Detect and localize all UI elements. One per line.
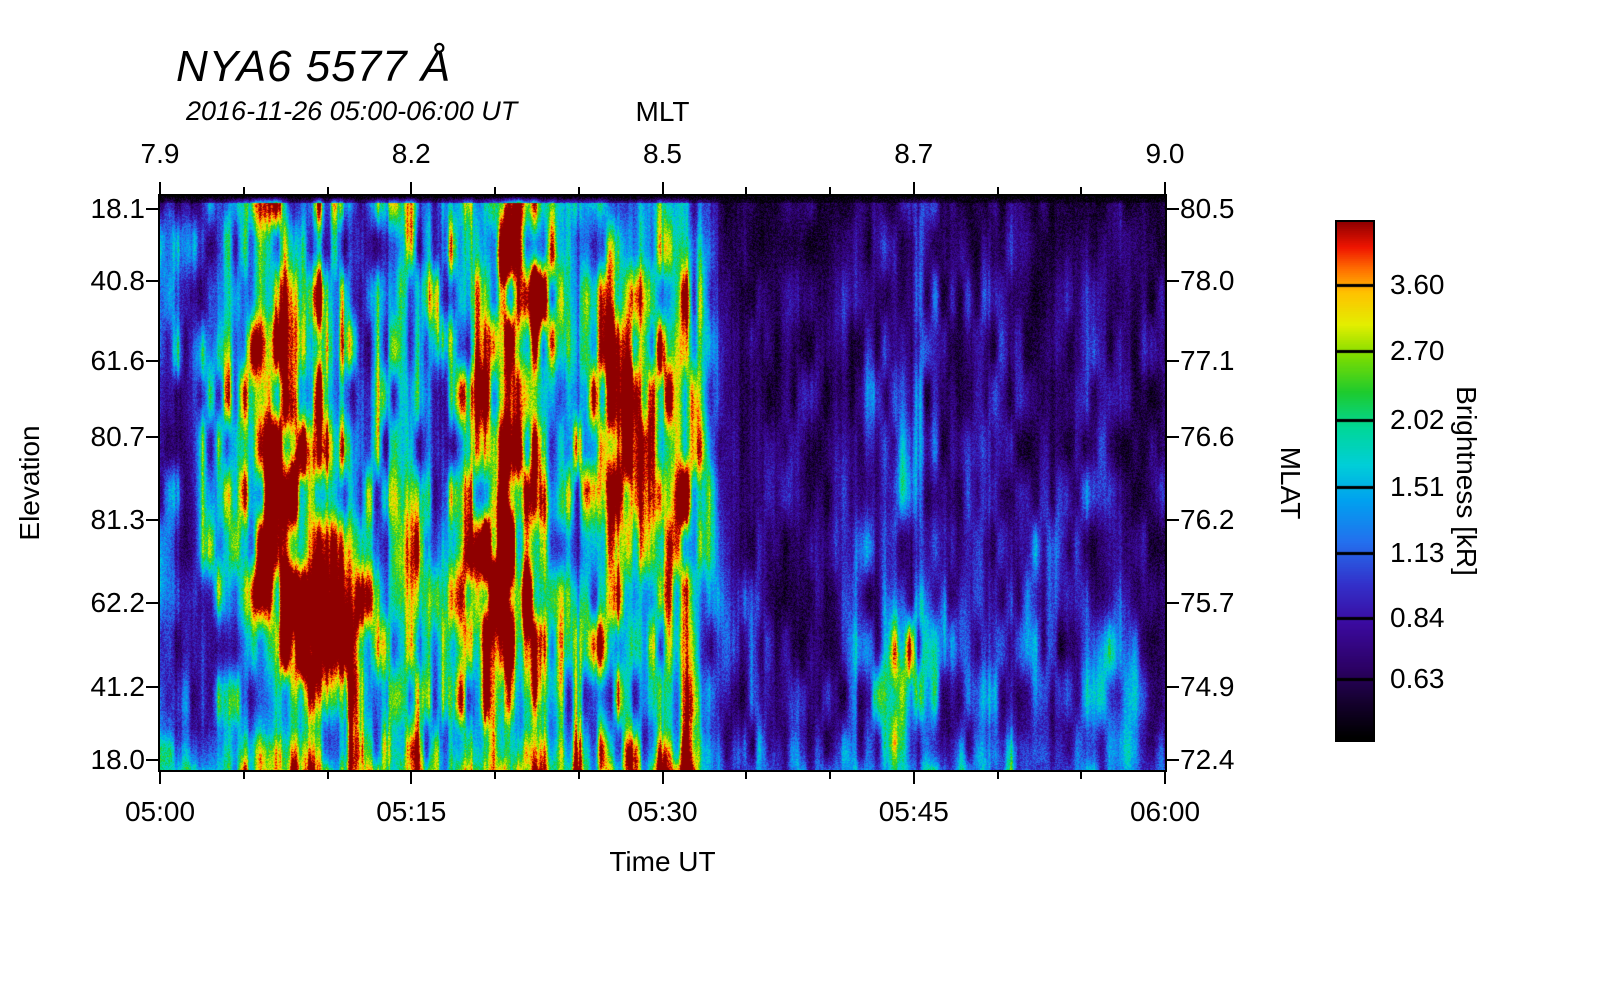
plot-area [158, 194, 1167, 772]
top-minor-tick [242, 187, 245, 194]
right-major-tick [1167, 208, 1179, 211]
colorbar-label: Brightness [kR] [1451, 386, 1482, 576]
left-tick-label: 61.6 [90, 344, 146, 376]
bottom-minor-tick [829, 772, 831, 779]
bottom-axis-label: Time UT [609, 846, 716, 877]
colorbar-tick-label: 1.51 [1390, 471, 1445, 503]
bottom-minor-tick [494, 772, 496, 779]
colorbar [1335, 220, 1375, 742]
top-tick-label: 9.0 [1145, 138, 1185, 169]
right-major-tick [1167, 685, 1179, 688]
colorbar-tick-label: 0.84 [1390, 602, 1445, 634]
plot-subtitle: 2016-11-26 05:00-06:00 UT [186, 96, 518, 126]
bottom-major-tick [1164, 772, 1166, 784]
left-tick-label: 40.8 [90, 264, 146, 296]
top-tick-label: 8.7 [894, 138, 934, 169]
bottom-tick-label: 06:00 [1129, 796, 1201, 827]
bottom-tick-label: 05:15 [376, 796, 447, 827]
right-tick-label: 78.0 [1180, 264, 1235, 296]
bottom-minor-tick [577, 772, 580, 779]
top-minor-tick [829, 187, 831, 194]
top-tick-label: 8.2 [391, 138, 431, 169]
top-tick-label: 8.5 [643, 138, 682, 169]
bottom-minor-tick [242, 772, 245, 779]
left-tick-label: 41.2 [90, 670, 146, 702]
left-tick-label: 18.0 [90, 743, 146, 775]
bottom-tick-label: 05:45 [878, 796, 949, 827]
right-tick-label: 76.2 [1180, 503, 1235, 535]
heatmap-canvas [160, 196, 1165, 770]
left-major-tick [146, 685, 158, 688]
colorbar-canvas [1337, 222, 1373, 740]
left-tick-label: 80.7 [90, 421, 146, 453]
colorbar-tick-label: 2.70 [1390, 334, 1445, 366]
top-minor-tick [577, 187, 580, 194]
bottom-minor-tick [996, 772, 999, 779]
top-major-tick [1164, 182, 1166, 194]
right-axis-label: MLAT [1275, 446, 1306, 520]
left-tick-label: 62.2 [90, 586, 146, 618]
left-axis-label: Elevation [14, 425, 45, 541]
colorbar-tick-label: 3.60 [1390, 269, 1445, 301]
left-tick-label: 81.3 [90, 503, 146, 535]
bottom-tick-label: 05:00 [124, 796, 196, 827]
top-minor-tick [494, 187, 496, 194]
top-tick-label: 7.9 [140, 138, 180, 169]
top-major-tick [912, 182, 915, 194]
left-major-tick [146, 758, 158, 761]
top-major-tick [661, 182, 664, 194]
right-tick-label: 80.5 [1180, 193, 1235, 225]
bottom-major-tick [159, 772, 161, 784]
top-minor-tick [326, 187, 329, 194]
right-major-tick [1167, 601, 1179, 604]
top-axis-label: MLT [635, 96, 690, 127]
right-tick-label: 72.4 [1180, 743, 1235, 775]
colorbar-tick-label: 0.63 [1390, 662, 1445, 694]
top-minor-tick [996, 187, 999, 194]
right-major-tick [1167, 279, 1179, 282]
right-major-tick [1167, 758, 1179, 761]
left-major-tick [146, 359, 158, 362]
right-major-tick [1167, 359, 1179, 362]
right-tick-label: 76.6 [1180, 421, 1235, 453]
bottom-minor-tick [745, 772, 748, 779]
bottom-tick-label: 05:30 [627, 796, 698, 827]
bottom-minor-tick [1080, 772, 1083, 779]
right-tick-label: 75.7 [1180, 586, 1235, 618]
left-tick-label: 18.1 [90, 193, 146, 225]
top-minor-tick [745, 187, 748, 194]
top-major-tick [159, 182, 161, 194]
right-major-tick [1167, 518, 1179, 521]
bottom-major-tick [912, 772, 915, 784]
right-major-tick [1167, 436, 1179, 439]
right-tick-label: 77.1 [1180, 344, 1235, 376]
left-major-tick [146, 279, 158, 282]
right-tick-label: 74.9 [1180, 670, 1235, 702]
bottom-minor-tick [326, 772, 329, 779]
left-major-tick [146, 208, 158, 211]
top-minor-tick [1080, 187, 1083, 194]
bottom-major-tick [661, 772, 664, 784]
colorbar-tick-label: 2.02 [1390, 403, 1445, 435]
left-major-tick [146, 436, 158, 439]
plot-title: NYA6 5577 Å [176, 42, 452, 91]
left-major-tick [146, 601, 158, 604]
left-major-tick [146, 518, 158, 521]
colorbar-tick-label: 1.13 [1390, 537, 1445, 568]
bottom-major-tick [410, 772, 413, 784]
top-major-tick [410, 182, 413, 194]
